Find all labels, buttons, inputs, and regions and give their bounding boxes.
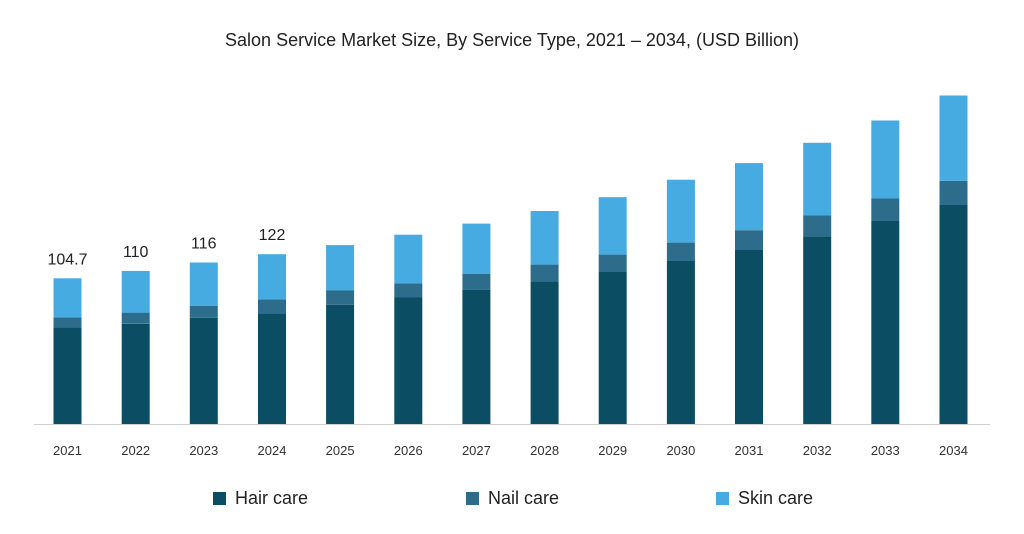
bar-hair-care-2024 [258,313,286,424]
bar-hair-care-2021 [53,327,82,424]
bar-nail-care-2021 [53,317,82,328]
data-label-2024: 122 [259,227,286,244]
bar-hair-care-2026 [394,297,423,424]
bar-nail-care-2024 [258,299,286,314]
bar-skin-care-2030 [666,179,695,243]
bar-skin-care-2029 [598,197,627,255]
bar-nail-care-2034 [939,180,968,205]
bar-skin-care-2028 [530,211,559,265]
bar-hair-care-2023 [189,317,218,424]
x-tick-label-2021: 2021 [53,443,82,458]
bar-hair-care-2030 [666,261,695,424]
chart-title: Salon Service Market Size, By Service Ty… [225,30,799,50]
bar-skin-care-2027 [462,223,491,274]
bar-nail-care-2031 [735,230,763,250]
x-tick-label-2031: 2031 [735,443,764,458]
data-label-2021: 104.7 [47,251,87,268]
bar-nail-care-2023 [189,305,218,318]
legend-swatch-nail-care [466,492,479,505]
legend-item-skin-care: Skin care [716,488,813,509]
x-tick-label-2022: 2022 [121,443,150,458]
x-tick-label-2027: 2027 [462,443,491,458]
bar-nail-care-2033 [871,198,900,221]
x-tick-label-2026: 2026 [394,443,423,458]
bar-hair-care-2033 [871,220,900,424]
bar-skin-care-2034 [939,95,968,181]
bar-hair-care-2029 [598,272,627,424]
x-tick-label-2030: 2030 [666,443,695,458]
bar-hair-care-2022 [121,323,150,424]
bar-hair-care-2031 [735,250,763,424]
legend-label-hair-care: Hair care [235,488,309,508]
legend-swatch-skin-care [716,492,729,505]
x-tick-label-2025: 2025 [326,443,355,458]
legend: Hair care Nail care Skin care [0,488,1024,518]
bar-nail-care-2027 [462,273,491,290]
bar-skin-care-2023 [189,262,218,306]
bar-hair-care-2032 [803,236,832,424]
x-tick-label-2032: 2032 [803,443,832,458]
bar-skin-care-2025 [326,245,355,291]
x-tick-label-2029: 2029 [598,443,627,458]
x-tick-label-2034: 2034 [939,443,968,458]
data-label-2022: 110 [123,244,149,261]
bar-nail-care-2022 [121,312,150,324]
bar-nail-care-2029 [598,254,627,272]
bar-skin-care-2022 [121,270,150,313]
legend-item-hair-care: Hair care [213,488,308,509]
x-tick-label-2023: 2023 [189,443,218,458]
bar-nail-care-2032 [803,215,832,237]
legend-item-nail-care: Nail care [466,488,559,509]
bar-hair-care-2034 [939,205,968,424]
bar-skin-care-2024 [258,254,286,300]
bar-nail-care-2026 [394,283,423,298]
legend-label-skin-care: Skin care [738,488,814,508]
legend-label-nail-care: Nail care [488,488,560,508]
x-tick-label-2033: 2033 [871,443,900,458]
bar-hair-care-2028 [530,281,559,424]
bar-hair-care-2025 [326,304,355,424]
legend-swatch-hair-care [213,492,226,505]
bar-skin-care-2026 [394,234,423,284]
x-tick-label-2024: 2024 [258,443,287,458]
bar-nail-care-2025 [326,290,355,305]
x-tick-label-2028: 2028 [530,443,559,458]
bar-skin-care-2031 [735,163,763,231]
bar-hair-care-2027 [462,289,491,424]
bar-skin-care-2021 [53,278,82,318]
bar-skin-care-2033 [871,120,900,199]
bar-nail-care-2030 [666,242,695,261]
bar-nail-care-2028 [530,264,559,282]
data-label-2023: 116 [191,236,217,253]
bar-skin-care-2032 [803,142,832,216]
